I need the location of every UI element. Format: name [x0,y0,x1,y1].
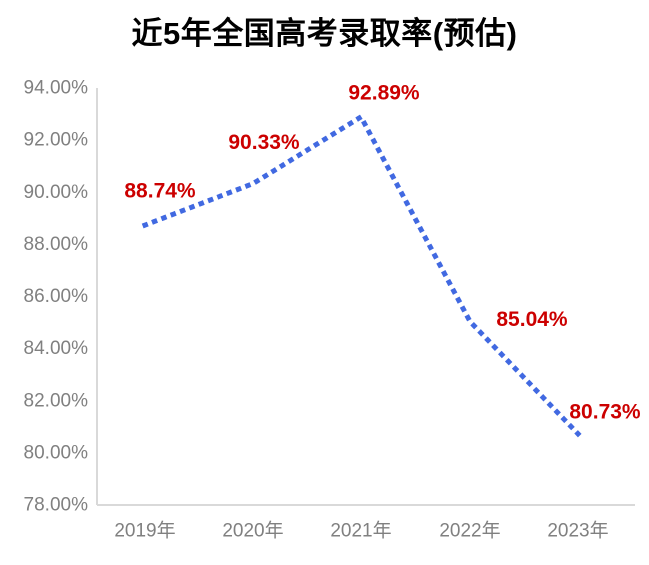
data-point-label: 92.89% [348,81,420,104]
x-axis-category-label: 2022年 [439,520,500,542]
data-point-label: 90.33% [228,131,300,154]
y-axis-tick-label: 90.00% [24,182,89,203]
x-axis-category-label: 2023年 [547,520,608,542]
y-axis-tick-label: 84.00% [24,338,89,359]
x-axis-category-label: 2020年 [222,520,283,542]
y-axis-tick-label: 78.00% [24,495,89,516]
data-point-label: 85.04% [496,308,568,331]
chart-title: 近5年全国高考录取率(预估) [131,16,518,51]
x-axis-category-label: 2021年 [330,520,391,542]
y-axis-tick-label: 82.00% [24,390,89,411]
x-axis-category-label: 2019年 [114,520,175,542]
y-axis-tick-label: 80.00% [24,442,89,463]
y-axis-tick-label: 86.00% [24,286,89,307]
y-axis-tick-label: 92.00% [24,130,89,151]
y-axis-tick-label: 94.00% [24,78,89,99]
admission-rate-series-line [141,113,582,438]
data-point-label: 80.73% [569,400,641,423]
y-axis-tick-label: 88.00% [24,234,89,255]
data-point-label: 88.74% [124,180,196,203]
